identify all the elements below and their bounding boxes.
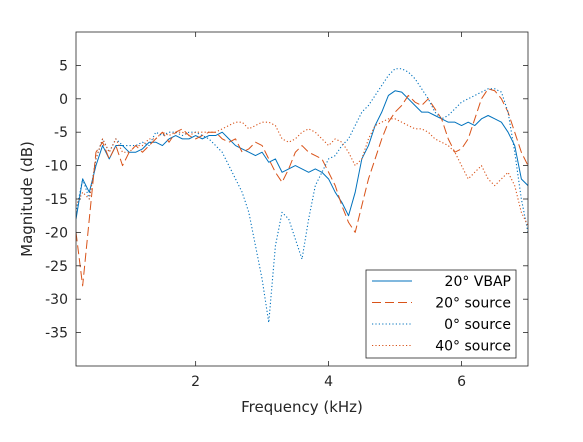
y-tick-label: -25 [45,259,68,275]
axes-frame [75,31,529,367]
y-tick-label: -10 [45,159,68,175]
x-axis-label: Frequency (kHz) [241,398,363,416]
y-tick-label: -20 [45,225,68,241]
x-tick-label: 4 [324,374,333,390]
y-tick-label: 0 [59,92,68,108]
x-tick-label: 2 [191,374,200,390]
series-layer [76,68,528,324]
legend-label: 20° VBAP [445,274,511,290]
y-tick-label: -15 [45,192,68,208]
legend-box [365,269,517,359]
legend-label: 20° source [435,296,511,312]
y-tick-label: -35 [45,326,68,342]
ticks-layer: 2 4 6 -35 -30 -25 -20 -15 -10 -5 0 5 [45,32,528,390]
y-axis-label: Magnitude (dB) [18,141,36,257]
x-tick-label: 6 [457,374,466,390]
series-line-2 [76,88,528,287]
y-tick-label: -30 [45,292,68,308]
y-tick-label: 5 [59,58,68,74]
legend-label: 0° source [444,317,511,333]
legend: 20° VBAP 20° source 0° source 40° source [365,269,517,359]
y-tick-label: -5 [54,125,68,141]
series-line-1 [76,90,528,220]
legend-label: 40° source [435,339,511,355]
